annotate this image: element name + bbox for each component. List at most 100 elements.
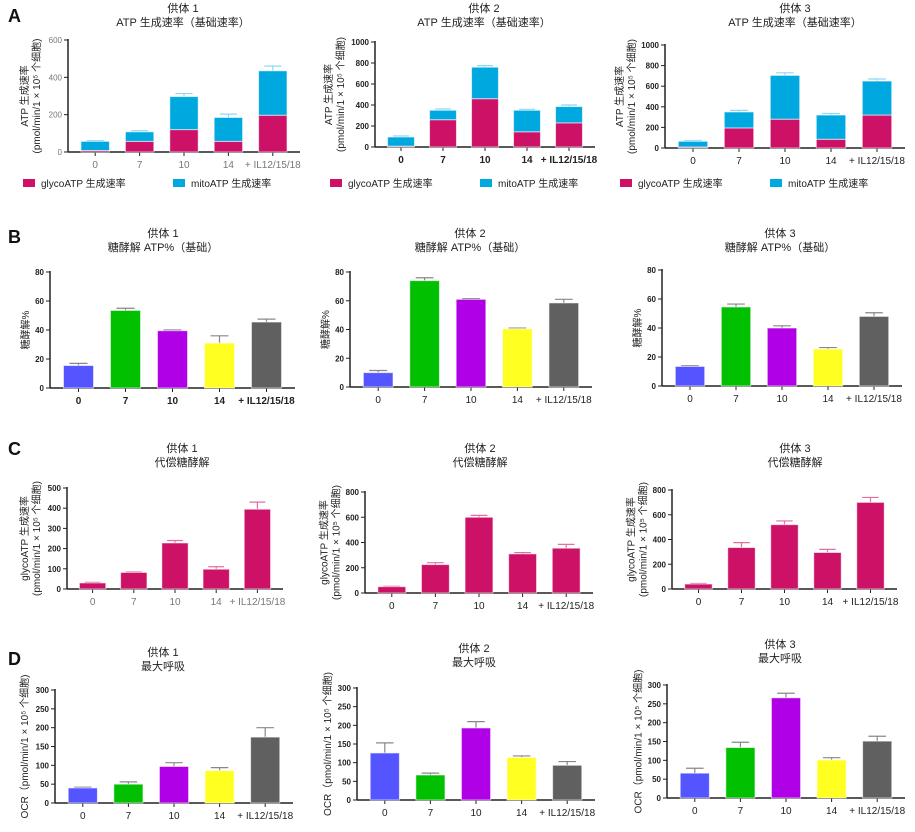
y-tick-label: 0 xyxy=(45,799,50,808)
bar xyxy=(250,321,283,389)
y-tick-label: 0 xyxy=(655,144,660,153)
x-tick-label: 10 xyxy=(465,395,477,406)
x-tick-label: 7 xyxy=(123,396,129,407)
x-tick-label: + IL12/15/18 xyxy=(846,394,902,405)
y-tick-label: 200 xyxy=(49,111,63,120)
legend-label: glycoATP 生成速率 xyxy=(41,177,126,190)
bar xyxy=(109,309,142,389)
bar xyxy=(861,80,893,116)
bar xyxy=(812,348,844,387)
y-axis-label: ATP 生成速率 xyxy=(322,64,335,125)
x-tick-label: 14 xyxy=(223,160,235,171)
y-tick-label: 600 xyxy=(356,80,370,89)
y-tick-label: 200 xyxy=(48,545,62,554)
x-tick-label: + IL12/15/18 xyxy=(539,808,595,819)
y-tick-label: 80 xyxy=(35,268,44,277)
bar xyxy=(769,74,801,120)
chart-title: 代偿糖酵解 xyxy=(768,455,823,469)
bar xyxy=(815,138,847,149)
legend-label: glycoATP 生成速率 xyxy=(638,177,723,190)
chart-title: 代偿糖酵解 xyxy=(155,455,210,469)
y-tick-label: 600 xyxy=(49,36,63,45)
chart-title-donor: 供体 1 xyxy=(166,441,197,455)
chart-title-donor: 供体 1 xyxy=(147,645,178,659)
y-tick-label: 400 xyxy=(646,103,660,112)
bar xyxy=(161,542,189,590)
chart-title: ATP 生成速率（基础速率） xyxy=(728,15,861,29)
bar xyxy=(555,106,583,124)
chart-title-donor: 供体 1 xyxy=(147,226,178,240)
x-tick-label: 10 xyxy=(470,808,482,819)
bar xyxy=(156,330,189,389)
bar xyxy=(674,365,706,387)
chart-title-donor: 供体 3 xyxy=(779,1,810,15)
bar xyxy=(770,524,799,590)
x-tick-label: 7 xyxy=(131,597,137,608)
x-tick-label: 7 xyxy=(433,601,439,612)
x-tick-label: + IL12/15/18 xyxy=(536,395,592,406)
y-tick-label: 40 xyxy=(35,326,44,335)
x-tick-label: 0 xyxy=(692,806,698,817)
bar xyxy=(471,66,499,100)
y-tick-label: 600 xyxy=(646,82,660,91)
y-tick-label: 150 xyxy=(36,743,50,752)
x-tick-label: 7 xyxy=(126,811,132,822)
x-tick-label: 0 xyxy=(90,597,96,608)
x-tick-label: 14 xyxy=(822,597,834,608)
x-tick-label: 10 xyxy=(178,160,190,171)
chart-title-donor: 供体 2 xyxy=(464,441,495,455)
y-axis-label: 糖酵解% xyxy=(319,310,332,349)
bar xyxy=(502,328,533,388)
x-tick-label: 10 xyxy=(473,601,485,612)
bar xyxy=(861,114,893,149)
chart-D-1: 供体 1最大呼吸050100150200250300OCR（pmol/min/1… xyxy=(18,645,294,822)
y-tick-label: 150 xyxy=(338,740,352,749)
x-tick-label: 0 xyxy=(389,601,395,612)
bar xyxy=(858,315,890,387)
chart-title: 代偿糖酵解 xyxy=(453,455,508,469)
x-tick-label: 10 xyxy=(479,155,491,166)
x-tick-label: 0 xyxy=(687,394,693,405)
bar xyxy=(124,131,155,142)
x-tick-label: 10 xyxy=(779,156,791,167)
x-tick-label: 0 xyxy=(398,155,404,166)
legend-swatch xyxy=(620,179,632,187)
bar xyxy=(415,774,446,801)
bar xyxy=(548,302,580,388)
y-tick-label: 60 xyxy=(335,297,344,306)
y-tick-label: 40 xyxy=(335,326,344,335)
y-tick-label: 80 xyxy=(335,268,344,277)
chart-D-2: 供体 2最大呼吸050100150200250300OCR（pmol/min/1… xyxy=(321,641,596,819)
x-tick-label: + IL12/15/18 xyxy=(229,597,285,608)
chart-title: 糖酵解 ATP%（基础） xyxy=(725,240,835,254)
y-tick-label: 40 xyxy=(647,324,656,333)
bar xyxy=(113,783,144,804)
chart-title-donor: 供体 2 xyxy=(468,1,499,15)
legend-swatch xyxy=(480,179,492,187)
chart-title-donor: 供体 3 xyxy=(779,441,810,455)
bar xyxy=(250,736,281,804)
x-tick-label: + IL12/15/18 xyxy=(538,601,594,612)
legend-label: mitoATP 生成速率 xyxy=(788,177,868,190)
x-tick-label: + IL12/15/18 xyxy=(245,160,301,171)
x-tick-label: 0 xyxy=(80,811,86,822)
y-axis-label: (pmol/min/1 × 10⁵ 个细胞) xyxy=(330,485,343,600)
y-tick-label: 400 xyxy=(356,101,370,110)
chart-D-3: 供体 3最大呼吸050100150200250300OCR（pmol/min/1… xyxy=(632,637,906,817)
y-tick-label: 100 xyxy=(338,759,352,768)
x-tick-label: 0 xyxy=(690,156,696,167)
x-tick-label: 0 xyxy=(92,160,98,171)
bar xyxy=(169,129,199,153)
y-tick-label: 300 xyxy=(36,686,50,695)
bar xyxy=(169,96,199,131)
bar xyxy=(158,765,190,804)
y-tick-label: 300 xyxy=(48,524,62,533)
y-tick-label: 400 xyxy=(346,539,360,548)
bar xyxy=(80,140,110,152)
bar xyxy=(506,756,537,801)
y-axis-label: (pmol/min/1 × 10⁵ 个细胞) xyxy=(30,38,43,153)
